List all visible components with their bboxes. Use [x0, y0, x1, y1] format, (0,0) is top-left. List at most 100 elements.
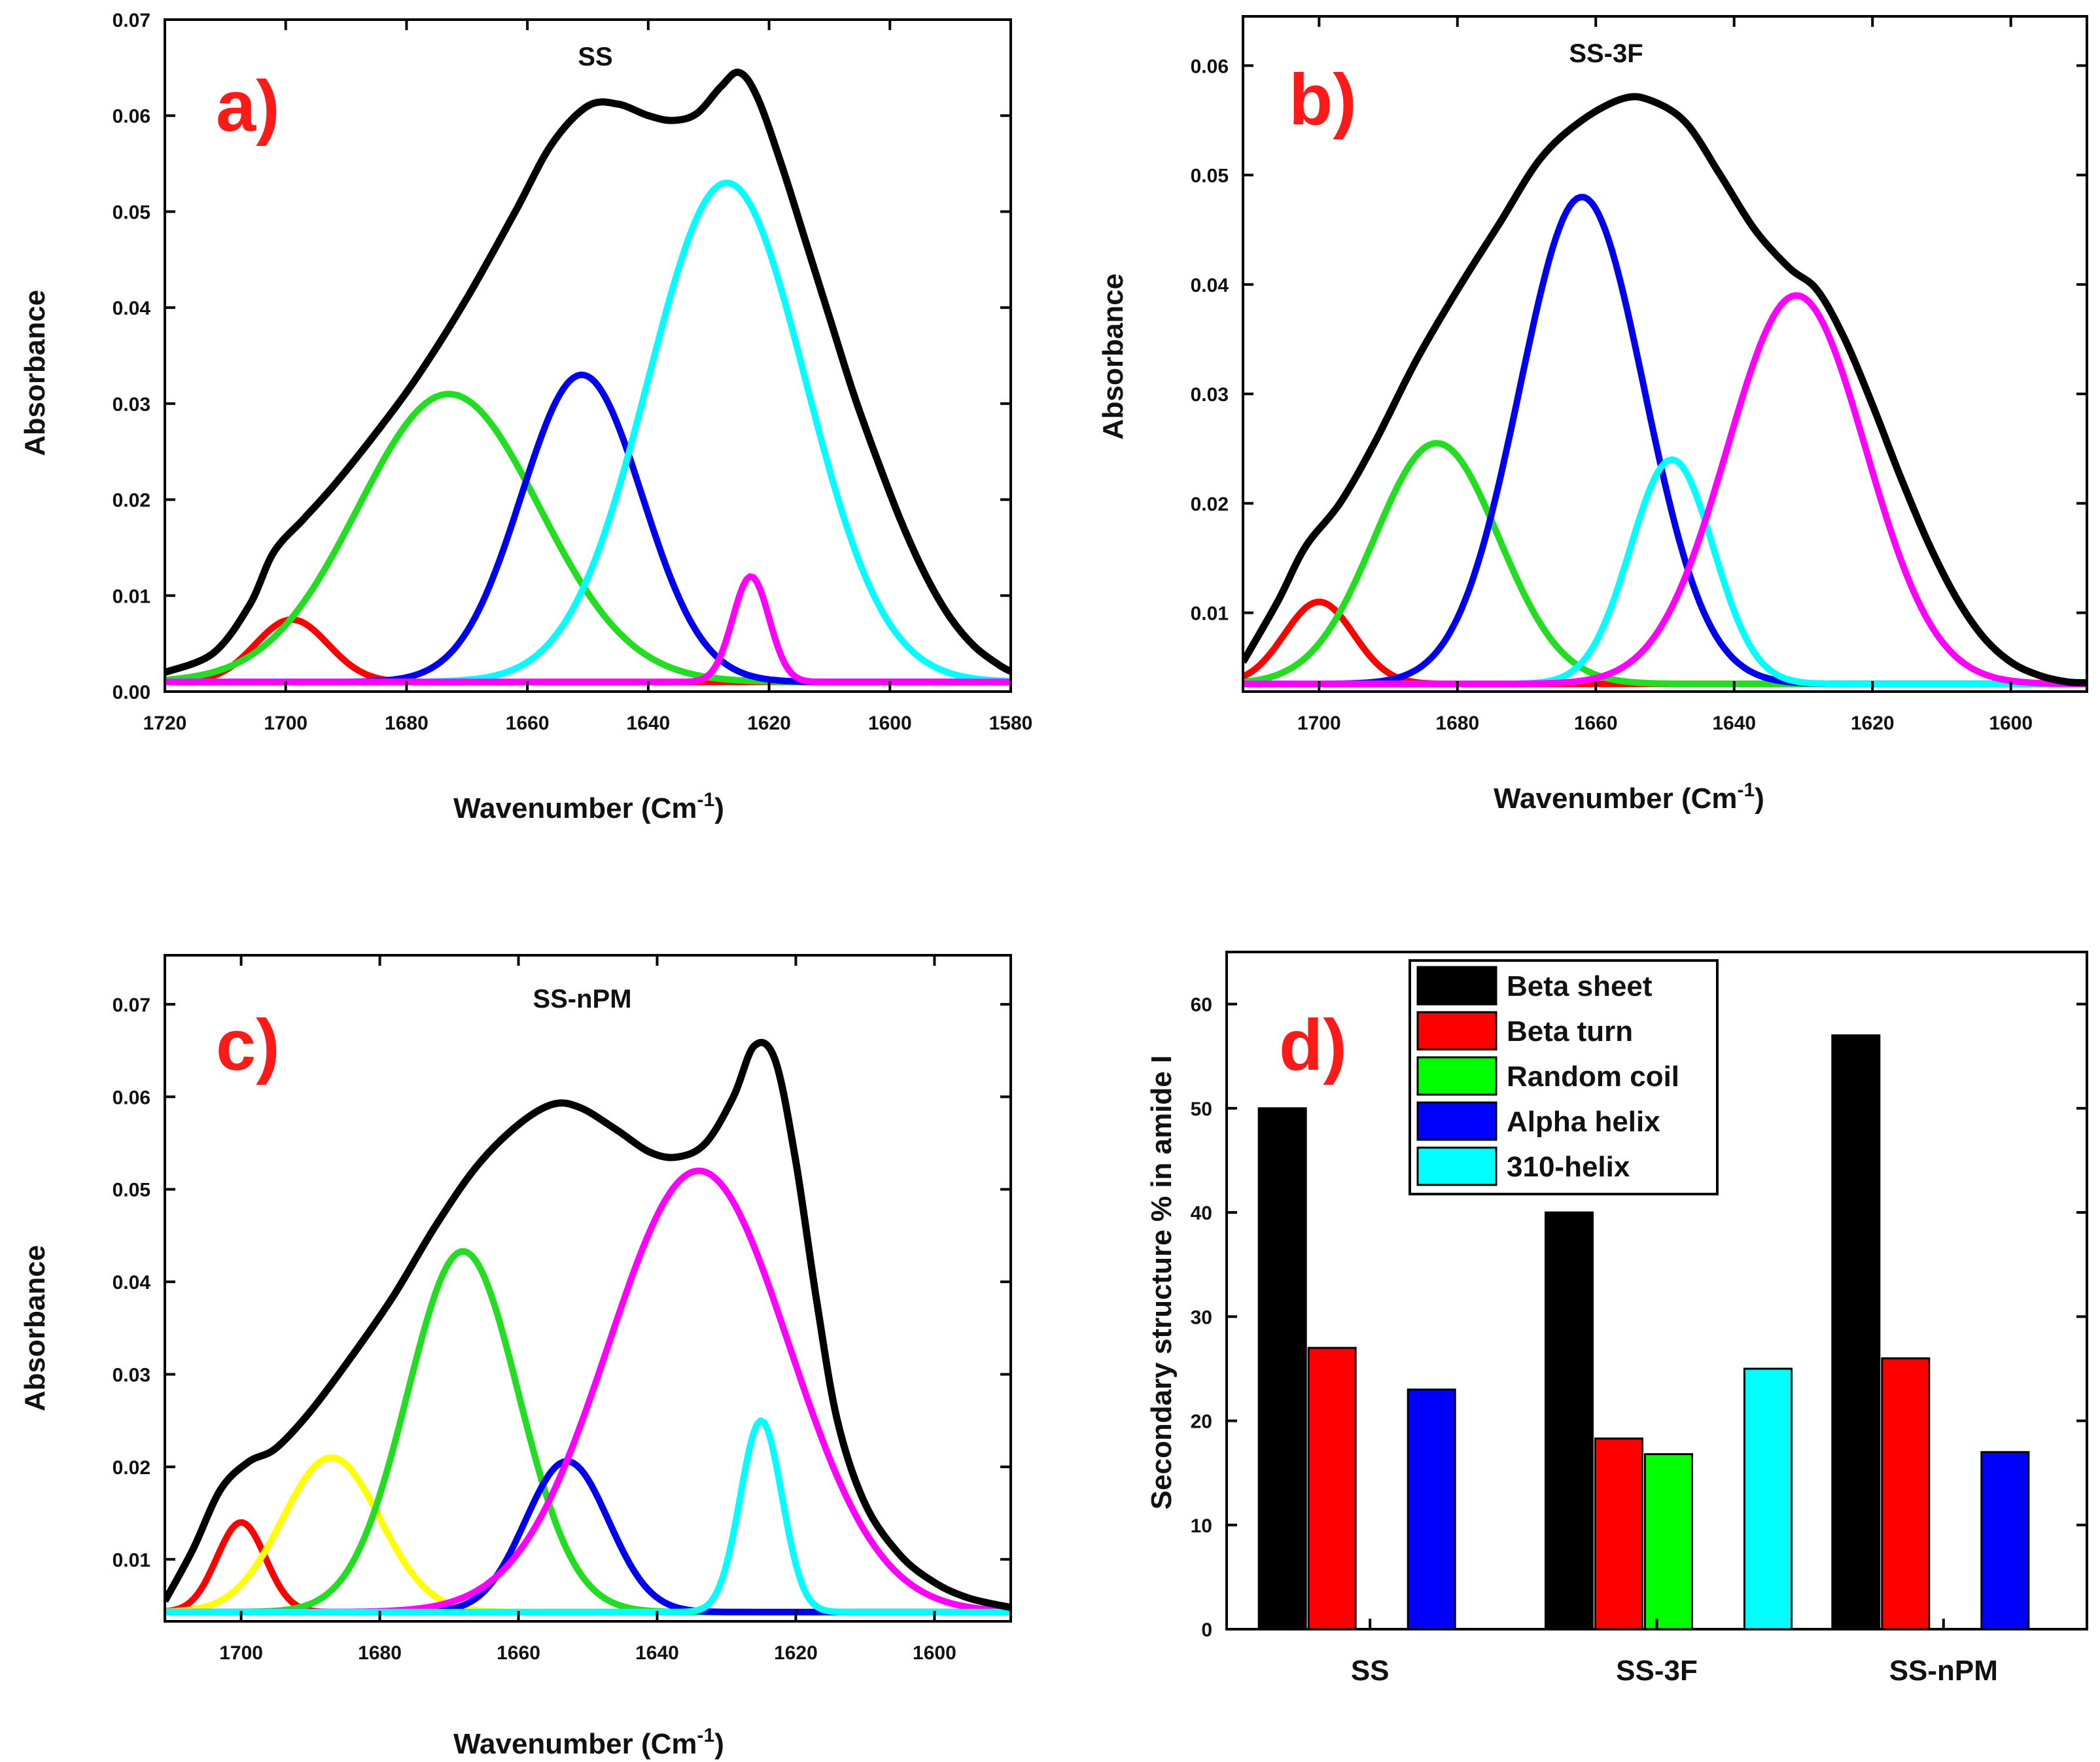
panel-c-absorbance-ss-npm: c) SS-nPM Absorbance Wavenumber (Cm-1) 0…: [19, 954, 1012, 1760]
panel-c-frame: [164, 954, 1012, 1623]
panel-b-frame: [1242, 15, 2088, 693]
panel-a-ytick-label: 0.02: [113, 490, 150, 512]
panel-d-legend: Beta sheet Beta turn Random coil Alpha heli…: [1409, 959, 1719, 1195]
panel-d-bar-beta-turn: [1307, 1347, 1357, 1630]
panel-a-envelope-line: [165, 69, 1011, 676]
panel-c-xtick-label: 1600: [913, 1642, 956, 1664]
panel-d-legend-entry: 310-helix: [1507, 1151, 1630, 1183]
panel-a-ytick-label: 0.01: [113, 586, 150, 607]
panel-a-magenta-peak-line: [165, 573, 1011, 686]
panel-d-category-label: SS-nPM: [1889, 1655, 1998, 1687]
panel-b-ytick-label: 0.03: [1191, 384, 1229, 406]
panel-c-xtick-label: 1640: [635, 1642, 679, 1664]
panel-b-envelope-line: [1243, 93, 2087, 687]
panel-a-xtick-label: 1640: [626, 713, 670, 734]
panel-b-ytick-label: 0.02: [1191, 493, 1229, 515]
panel-a-ytick-label: 0.06: [113, 106, 150, 128]
panel-d-legend-swatch: [1416, 1011, 1497, 1051]
panel-d-ytick-label: 50: [1191, 1099, 1212, 1120]
panel-b-xtick-label: 1620: [1851, 713, 1895, 734]
panel-b-absorbance-ss-3f: b) SS-3F Absorbance Wavenumber (Cm-1) 0.…: [1097, 15, 2088, 815]
panel-d-bar-beta-sheet: [1545, 1211, 1594, 1630]
panel-a-ytick-label: 0.04: [113, 298, 151, 319]
panel-c-xtick-label: 1680: [358, 1642, 402, 1664]
panel-a-xlabel-main: Wavenumber (Cm: [453, 792, 697, 824]
panel-d-ytick-label: 10: [1191, 1515, 1212, 1537]
panel-a-red-peak-line: [165, 616, 1011, 686]
panel-a-xlabel-end: ): [714, 792, 724, 824]
panel-b-label: b): [1289, 60, 1357, 140]
panel-b-xtick-label: 1660: [1574, 713, 1618, 734]
panel-b-xtick-label: 1600: [1989, 713, 2033, 734]
panel-d-bar-310-helix: [1743, 1367, 1793, 1630]
panel-a-ytick-label: 0.03: [113, 394, 150, 415]
panel-a-xlabel-sup: -1: [697, 789, 715, 811]
panel-c-ytick-label: 0.06: [113, 1087, 150, 1108]
panel-a-plot-area: [165, 69, 1011, 686]
panel-d-ylabel: Secondary structure % in amide I: [1146, 1055, 1178, 1509]
panel-d-legend-swatch: [1416, 1101, 1497, 1141]
panel-c-ytick-label: 0.01: [113, 1549, 150, 1571]
panel-c-ytick-label: 0.05: [113, 1180, 150, 1201]
panel-b-xtick-label: 1700: [1297, 713, 1341, 734]
panel-b-xtick-label: 1680: [1435, 713, 1479, 734]
panel-c-envelope-line: [165, 1038, 1011, 1612]
panel-a-xtick-label: 1660: [506, 713, 550, 734]
panel-a-ytick-label: 0.05: [113, 202, 150, 223]
panel-a-absorbance-ss: a) SS Absorbance Wavenumber (Cm-1) 0.00 0…: [19, 10, 1032, 824]
panel-b-ytick-label: 0.05: [1191, 166, 1229, 187]
panel-b-xlabel-sup: -1: [1738, 779, 1755, 801]
panel-c-xtick-label: 1620: [774, 1642, 818, 1664]
panel-a-xtick-label: 1580: [989, 713, 1033, 734]
panel-b-xlabel-end: ): [1755, 783, 1764, 815]
panel-b-ytick-label: 0.06: [1191, 56, 1229, 77]
panel-d-bar-beta-sheet: [1831, 1034, 1881, 1630]
panel-d-bar-alpha-helix: [1407, 1388, 1456, 1630]
panel-a-ylabel: Absorbance: [19, 290, 51, 456]
panel-d-ytick-label: 0: [1201, 1619, 1212, 1641]
panel-b-ylabel: Absorbance: [1097, 273, 1129, 440]
panel-d-bar-beta-turn: [1881, 1357, 1931, 1630]
panel-d-ytick-label: 40: [1191, 1203, 1212, 1224]
panel-b-xtick-label: 1640: [1712, 713, 1756, 734]
panel-d-legend-swatch: [1416, 966, 1497, 1006]
panel-d-ytick-label: 20: [1191, 1411, 1212, 1433]
panel-c-xlabel-sup: -1: [697, 1725, 715, 1746]
panel-d-legend-entry: Alpha helix: [1507, 1106, 1660, 1138]
panel-d-legend-entry: Beta turn: [1507, 1015, 1633, 1048]
panel-d-bar-beta-turn: [1594, 1437, 1643, 1630]
panel-c-xlabel-end: ): [714, 1728, 724, 1760]
panel-d-ytick-label: 30: [1191, 1307, 1212, 1328]
panel-a-xtick-label: 1680: [385, 713, 429, 734]
panel-d-bar-random-coil: [1644, 1453, 1693, 1630]
panel-a-title: SS: [578, 43, 612, 71]
panel-a-xlabel: Wavenumber (Cm-1): [453, 789, 724, 824]
panel-c-label: c): [216, 1005, 280, 1085]
panel-b-ytick-label: 0.04: [1191, 275, 1229, 296]
panel-c-title: SS-nPM: [533, 985, 631, 1013]
panel-d-label: d): [1279, 1005, 1347, 1085]
panel-d-legend-entry: Beta sheet: [1507, 970, 1653, 1002]
panel-a-xtick-label: 1700: [264, 713, 307, 734]
panel-c-cyan-peak-line: [165, 1417, 1011, 1615]
panel-c-plot-area: [165, 1038, 1011, 1615]
panel-a-frame: [164, 18, 1012, 693]
panel-c-xtick-label: 1700: [219, 1642, 263, 1664]
panel-c-ytick-label: 0.07: [113, 995, 150, 1016]
panel-a-xtick-label: 1620: [747, 713, 791, 734]
panel-c-ylabel: Absorbance: [19, 1245, 51, 1411]
panel-d-legend-swatch: [1416, 1056, 1497, 1096]
panel-a-cyan-peak-line: [165, 179, 1011, 686]
panel-b-xlabel-main: Wavenumber (Cm: [1494, 783, 1737, 815]
panel-c-xlabel: Wavenumber (Cm-1): [453, 1725, 724, 1760]
panel-a-xtick-label: 1720: [143, 713, 187, 734]
panel-c-ytick-label: 0.03: [113, 1364, 150, 1386]
panel-a-xtick-label: 1600: [868, 713, 912, 734]
panel-d-ytick-label: 60: [1191, 995, 1212, 1016]
panel-b-xlabel: Wavenumber (Cm-1): [1494, 779, 1764, 815]
panel-d-bar-beta-sheet: [1257, 1107, 1307, 1630]
panel-b-title: SS-3F: [1569, 39, 1643, 68]
panel-c-magenta-peak-line: [165, 1167, 1011, 1615]
panel-b-magenta-peak-line: [1243, 292, 2087, 688]
